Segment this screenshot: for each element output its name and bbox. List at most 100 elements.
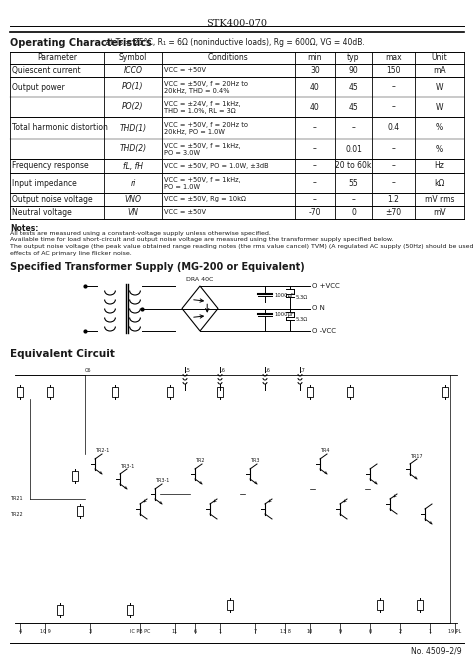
Text: Available time for load short-circuit and output noise voltage are measured usin: Available time for load short-circuit an… bbox=[10, 237, 393, 243]
Text: Neutral voltage: Neutral voltage bbox=[12, 208, 72, 217]
Text: Specified Transformer Supply (MG-200 or Equivalent): Specified Transformer Supply (MG-200 or … bbox=[10, 262, 305, 272]
FancyBboxPatch shape bbox=[47, 387, 53, 397]
Text: 30: 30 bbox=[310, 66, 320, 75]
Text: Frequency response: Frequency response bbox=[12, 162, 89, 170]
Text: 7: 7 bbox=[254, 629, 256, 634]
FancyBboxPatch shape bbox=[167, 387, 173, 397]
Text: –: – bbox=[313, 144, 317, 154]
Text: TR22: TR22 bbox=[10, 511, 23, 517]
Text: VCC = +50V: VCC = +50V bbox=[164, 68, 206, 74]
Text: 20kHz, THD = 0.4%: 20kHz, THD = 0.4% bbox=[164, 88, 229, 94]
Text: Quiescent current: Quiescent current bbox=[12, 66, 81, 75]
Text: 5.3Ω: 5.3Ω bbox=[296, 295, 308, 300]
Text: THD = 1.0%, RL = 3Ω: THD = 1.0%, RL = 3Ω bbox=[164, 108, 236, 114]
Text: W: W bbox=[436, 82, 443, 92]
Text: 9: 9 bbox=[338, 629, 341, 634]
Text: Input impedance: Input impedance bbox=[12, 178, 77, 188]
Text: min: min bbox=[308, 53, 322, 63]
Text: PO = 1.0W: PO = 1.0W bbox=[164, 184, 200, 190]
Text: mA: mA bbox=[433, 66, 446, 75]
FancyBboxPatch shape bbox=[72, 471, 78, 481]
Text: –: – bbox=[313, 195, 317, 204]
Text: TR3-1: TR3-1 bbox=[120, 464, 134, 469]
Text: VNO: VNO bbox=[125, 195, 142, 204]
Text: Parameter: Parameter bbox=[37, 53, 77, 63]
Text: 90: 90 bbox=[348, 66, 358, 75]
Text: –: – bbox=[392, 102, 395, 112]
Text: %: % bbox=[436, 144, 443, 154]
Text: VCC = ±50V, f = 1kHz,: VCC = ±50V, f = 1kHz, bbox=[164, 143, 241, 149]
Text: THD(1): THD(1) bbox=[119, 124, 146, 132]
Text: 0.01: 0.01 bbox=[345, 144, 362, 154]
Text: VCC = ±50V, PO = 1.0W, ±3dB: VCC = ±50V, PO = 1.0W, ±3dB bbox=[164, 163, 269, 169]
Text: TR4: TR4 bbox=[320, 448, 329, 454]
Text: VCC = +50V, f = 1kHz,: VCC = +50V, f = 1kHz, bbox=[164, 177, 241, 183]
Text: 40: 40 bbox=[310, 82, 320, 92]
Text: Notes:: Notes: bbox=[10, 224, 38, 233]
Text: 55: 55 bbox=[348, 178, 358, 188]
Text: Operating Characteristics: Operating Characteristics bbox=[10, 38, 152, 48]
Text: PO(2): PO(2) bbox=[122, 102, 144, 112]
Text: kΩ: kΩ bbox=[434, 178, 445, 188]
Text: 1000μF: 1000μF bbox=[274, 312, 294, 317]
Text: VCC = ±24V, f = 1kHz,: VCC = ±24V, f = 1kHz, bbox=[164, 101, 241, 107]
Text: TR17: TR17 bbox=[410, 454, 423, 458]
Text: No. 4509–2/9: No. 4509–2/9 bbox=[411, 646, 462, 655]
FancyBboxPatch shape bbox=[417, 600, 423, 610]
Text: 1000μF: 1000μF bbox=[274, 293, 294, 297]
Text: Equivalent Circuit: Equivalent Circuit bbox=[10, 349, 115, 359]
Text: VCC = ±50V, Rg = 10kΩ: VCC = ±50V, Rg = 10kΩ bbox=[164, 196, 246, 203]
Text: %: % bbox=[436, 124, 443, 132]
Text: 10: 10 bbox=[307, 629, 313, 634]
Text: PO = 3.0W: PO = 3.0W bbox=[164, 150, 200, 156]
Text: -70: -70 bbox=[309, 208, 321, 217]
Text: 45: 45 bbox=[348, 82, 358, 92]
Text: L6: L6 bbox=[220, 368, 226, 372]
Text: 11: 11 bbox=[172, 629, 178, 634]
Text: –: – bbox=[392, 144, 395, 154]
FancyBboxPatch shape bbox=[227, 600, 233, 610]
Text: O -VCC: O -VCC bbox=[312, 328, 336, 334]
Text: C6: C6 bbox=[85, 368, 91, 372]
Text: Hz: Hz bbox=[435, 162, 445, 170]
Text: 1: 1 bbox=[428, 629, 431, 634]
Text: TR3-1: TR3-1 bbox=[155, 479, 169, 483]
Text: Unit: Unit bbox=[432, 53, 447, 63]
Text: at Ts = 25°C, R₁ = 6Ω (noninductive loads), Rg = 600Ω, VG = 40dB.: at Ts = 25°C, R₁ = 6Ω (noninductive load… bbox=[103, 38, 365, 47]
FancyBboxPatch shape bbox=[217, 387, 223, 397]
Text: ±70: ±70 bbox=[385, 208, 401, 217]
Text: 0.4: 0.4 bbox=[387, 124, 400, 132]
Text: mV: mV bbox=[433, 208, 446, 217]
FancyBboxPatch shape bbox=[347, 387, 353, 397]
Text: VCC = +50V, f = 20Hz to: VCC = +50V, f = 20Hz to bbox=[164, 122, 248, 128]
Text: max: max bbox=[385, 53, 402, 63]
Text: TR21: TR21 bbox=[10, 497, 23, 501]
Text: –: – bbox=[313, 178, 317, 188]
Text: ri: ri bbox=[130, 178, 136, 188]
Text: 10 9: 10 9 bbox=[40, 629, 50, 634]
Text: All tests are measured using a constant-voltage supply unless otherwise specifie: All tests are measured using a constant-… bbox=[10, 231, 271, 236]
Text: IC PB PC: IC PB PC bbox=[130, 629, 150, 634]
Text: STK400-070: STK400-070 bbox=[207, 19, 267, 28]
Text: effects of AC primary line flicker noise.: effects of AC primary line flicker noise… bbox=[10, 251, 132, 255]
Text: Total harmonic distortion: Total harmonic distortion bbox=[12, 124, 108, 132]
Text: fL, fH: fL, fH bbox=[123, 162, 143, 170]
Text: Symbol: Symbol bbox=[119, 53, 147, 63]
Text: 0: 0 bbox=[368, 629, 372, 634]
Text: 1: 1 bbox=[219, 629, 221, 634]
Text: O +VCC: O +VCC bbox=[312, 283, 340, 289]
Text: 19 PL: 19 PL bbox=[448, 629, 462, 634]
Text: L5: L5 bbox=[185, 368, 191, 372]
Text: 2: 2 bbox=[399, 629, 401, 634]
FancyBboxPatch shape bbox=[127, 605, 133, 615]
Text: Output power: Output power bbox=[12, 82, 65, 92]
Text: VN: VN bbox=[128, 208, 138, 217]
Text: O N: O N bbox=[312, 305, 325, 311]
Text: 3: 3 bbox=[89, 629, 91, 634]
Text: 0: 0 bbox=[351, 208, 356, 217]
FancyBboxPatch shape bbox=[442, 387, 448, 397]
Text: mV rms: mV rms bbox=[425, 195, 454, 204]
Text: THD(2): THD(2) bbox=[119, 144, 146, 154]
Text: L6: L6 bbox=[265, 368, 271, 372]
Text: 1.2: 1.2 bbox=[388, 195, 400, 204]
